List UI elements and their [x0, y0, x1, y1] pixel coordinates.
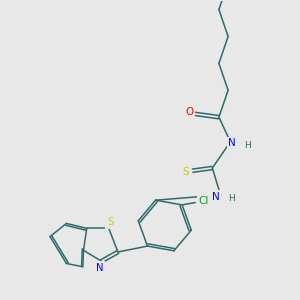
- Text: N: N: [96, 263, 103, 273]
- Text: Cl: Cl: [198, 196, 208, 206]
- Text: S: S: [107, 218, 113, 227]
- Text: S: S: [183, 167, 189, 177]
- Text: H: H: [244, 141, 251, 150]
- Text: O: O: [185, 107, 194, 117]
- Text: N: N: [212, 192, 220, 202]
- Text: H: H: [228, 194, 235, 203]
- Text: N: N: [228, 138, 236, 148]
